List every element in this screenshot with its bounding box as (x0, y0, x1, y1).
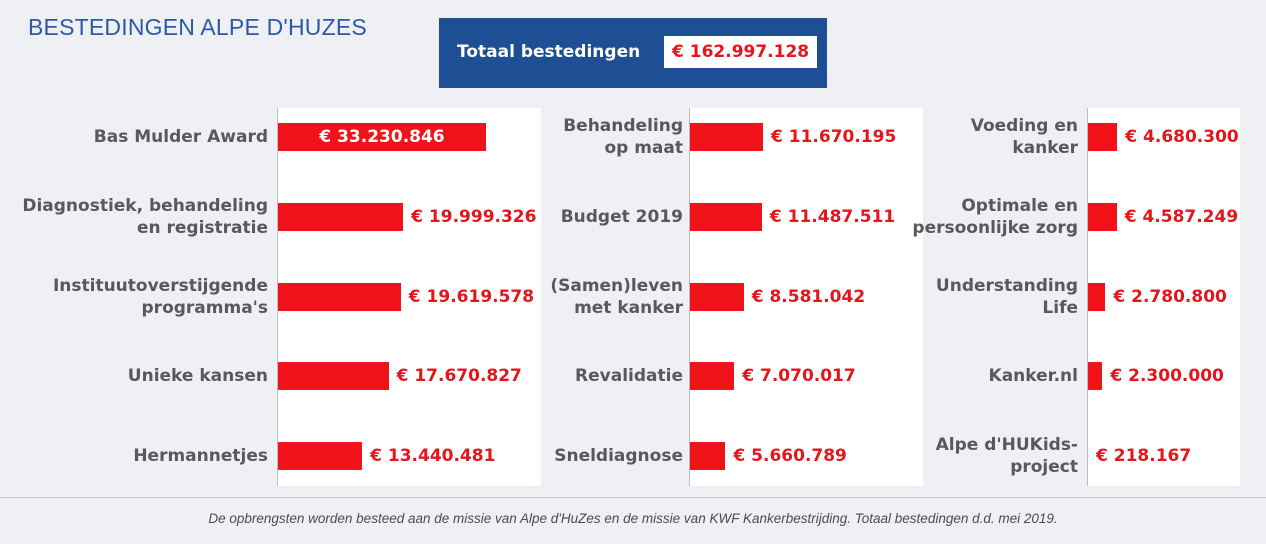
value-label: € 7.070.017 (742, 366, 856, 386)
category-label-line: Instituutoverstijgende (52, 276, 268, 296)
category-label: Understanding Life (936, 275, 1078, 319)
category-label-line: project (1010, 457, 1078, 477)
bar (690, 362, 735, 390)
value-label: € 4.587.249 (1124, 207, 1239, 227)
bar (1088, 203, 1117, 231)
value-label: € 5.660.789 (733, 446, 847, 466)
category-label-line: Diagnostiek, behandeling (22, 196, 268, 216)
value-label: € 17.670.827 (396, 366, 522, 386)
value-label: € 4.680.300 (1125, 127, 1239, 147)
bar (690, 442, 726, 470)
value-label: € 19.999.326 (411, 207, 537, 227)
category-label-line: (Samen)leven (550, 276, 683, 296)
chart-title: BESTEDINGEN ALPE D'HUZES (28, 14, 367, 40)
category-label: Voeding en kanker (971, 115, 1078, 159)
category-label: Revalidatie (575, 365, 683, 387)
category-label-line: Revalidatie (575, 366, 683, 386)
category-label-line: Budget 2019 (560, 207, 683, 227)
category-label-line: programma's (141, 298, 268, 318)
category-label-line: en registratie (136, 218, 268, 238)
category-label: Budget 2019 (561, 206, 683, 228)
category-label-line: persoonlijke zorg (912, 218, 1078, 238)
value-label: € 2.300.000 (1110, 366, 1224, 386)
category-label-line: Voeding en (970, 116, 1078, 136)
value-label: € 11.670.195 (771, 127, 897, 147)
bar (278, 283, 401, 311)
footer-divider (0, 497, 1266, 498)
bar (690, 203, 762, 231)
category-label-line: met kanker (574, 298, 683, 318)
category-label-line: Kanker.nl (988, 366, 1078, 386)
bar (1088, 362, 1103, 390)
category-label-line: Unieke kansen (127, 366, 268, 386)
total-value: € 162.997.128 (664, 36, 818, 68)
category-label-line: Life (1042, 298, 1078, 318)
value-label: € 218.167 (1096, 446, 1192, 466)
category-label: Kanker.nl (989, 365, 1078, 387)
value-label: € 33.230.846 (319, 127, 445, 147)
category-label-line: Understanding (935, 276, 1078, 296)
bar (690, 123, 764, 151)
bar (1088, 123, 1118, 151)
bar (278, 442, 363, 470)
category-label: Alpe d'HUKids-project (936, 434, 1078, 478)
category-label-line: Optimale en (961, 196, 1078, 216)
category-label: (Samen)leven met kanker (550, 275, 683, 319)
category-label-line: op maat (604, 138, 683, 158)
value-label: € 8.581.042 (751, 287, 866, 307)
value-label: € 11.487.511 (769, 207, 896, 227)
category-label-line: Behandeling (563, 116, 683, 136)
category-label-line: Hermannetjes (133, 446, 268, 466)
category-label: Bas Mulder Award (94, 126, 268, 148)
value-label: € 19.619.578 (408, 287, 535, 307)
chart-panel-3 (1087, 108, 1240, 486)
value-label: € 2.780.800 (1113, 287, 1227, 307)
total-label: Totaal bestedingen (457, 42, 641, 62)
category-label-line: kanker (1012, 138, 1078, 158)
total-box: Totaal bestedingen € 162.997.128 (439, 18, 827, 88)
category-label-line: Sneldiagnose (554, 446, 683, 466)
bar (1088, 283, 1106, 311)
category-label-line: Bas Mulder Award (93, 127, 268, 147)
bar (278, 123, 486, 151)
bar (278, 203, 404, 231)
category-label: Optimale en persoonlijke zorg (912, 195, 1078, 239)
category-label: Behandeling op maat (563, 115, 683, 159)
footnote: De opbrengsten worden besteed aan de mis… (208, 511, 1058, 526)
bar (278, 362, 389, 390)
category-label: Sneldiagnose (554, 445, 683, 467)
category-label: Diagnostiek, behandeling en registratie (22, 195, 268, 239)
category-label: Hermannetjes (133, 445, 268, 467)
category-label: Instituutoverstijgende programma's (53, 275, 268, 319)
bar (690, 283, 744, 311)
value-label: € 13.440.481 (370, 446, 496, 466)
category-label-line: Alpe d'HUKids- (935, 435, 1078, 455)
category-label: Unieke kansen (128, 365, 268, 387)
